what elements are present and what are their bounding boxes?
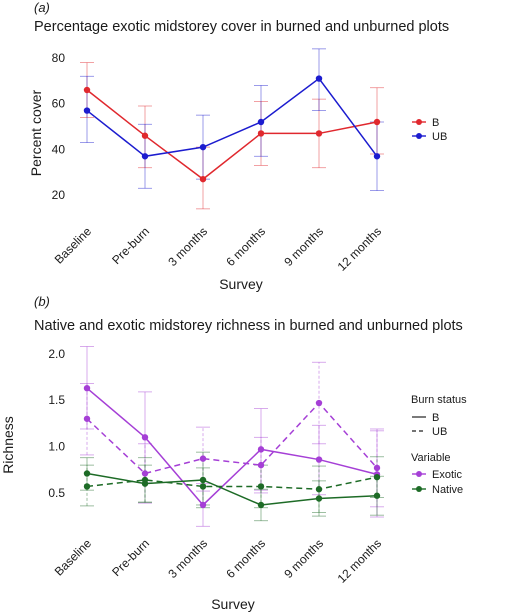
data-point [373, 492, 381, 499]
x-tick-label: 12 months [335, 224, 385, 274]
data-point [373, 153, 381, 160]
x-tick-label: 6 months [223, 224, 268, 269]
data-point [199, 501, 207, 509]
data-point [257, 483, 265, 490]
data-point [141, 132, 149, 139]
data-point [373, 464, 381, 472]
data-point [199, 476, 207, 484]
data-point [257, 130, 265, 137]
data-point [257, 501, 265, 509]
data-point [257, 461, 265, 469]
legend-burn-status-title: Burn status [411, 394, 467, 406]
x-tick-label: 3 months [165, 224, 210, 269]
legend-native-label: Native [432, 484, 463, 496]
y-tick-label: 60 [52, 97, 66, 111]
panel-a-label: (a) [34, 0, 50, 15]
x-tick-label: 9 months [281, 536, 326, 581]
legend-b-linetype-label: B [432, 412, 439, 424]
data-point [315, 130, 323, 137]
legend-b-label: B [432, 117, 439, 129]
panel-b-legend: Burn status B UB Variable Exotic Native [411, 394, 467, 496]
legend-variable-title: Variable [411, 452, 451, 464]
legend-b-marker [416, 119, 422, 125]
y-tick-label: 0.5 [48, 486, 65, 500]
data-point [141, 153, 149, 160]
panel-b-label: (b) [34, 294, 50, 309]
data-point [199, 455, 207, 462]
legend-exotic-label: Exotic [432, 469, 462, 481]
panel-b-x-axis-label: Survey [211, 596, 255, 612]
data-point [257, 118, 265, 126]
legend-native-marker [416, 486, 422, 492]
data-point [83, 415, 91, 422]
data-point [141, 434, 149, 441]
data-point [315, 75, 323, 82]
data-point [315, 486, 323, 493]
data-point [315, 399, 323, 407]
data-point [315, 456, 323, 463]
panel-a-y-axis-label: Percent cover [28, 89, 44, 176]
y-tick-label: 20 [52, 188, 66, 202]
series-line [86, 476, 378, 490]
panel-b-plot-area: 0.5 1.0 1.5 2.0 Baseline Pre-burn 3 months 6 mo… [48, 346, 385, 586]
panel-a-x-axis-label: Survey [219, 276, 263, 292]
panel-b-y-axis-label: Richness [0, 416, 16, 474]
x-tick-label: Baseline [52, 224, 95, 267]
x-tick-label: Pre-burn [109, 536, 152, 579]
y-tick-label: 80 [52, 51, 66, 65]
x-tick-label: 12 months [335, 536, 385, 586]
panel-b-title: Native and exotic midstorey richness in … [34, 318, 463, 334]
x-tick-label: 9 months [281, 224, 326, 269]
panel-a: (a) Percentage exotic midstorey cover in… [28, 0, 449, 292]
legend-ub-marker [416, 133, 422, 139]
x-tick-label: Pre-burn [109, 224, 152, 267]
data-point [199, 143, 207, 151]
panel-a-title: Percentage exotic midstorey cover in bur… [34, 19, 449, 35]
panel-b: (b) Native and exotic midstorey richness… [0, 294, 467, 612]
legend-ub-label: UB [432, 131, 447, 143]
panel-a-legend: B UB [412, 117, 447, 143]
x-tick-label: 6 months [223, 536, 268, 581]
legend-ub-linetype-label: UB [432, 426, 447, 438]
y-tick-label: 1.0 [48, 440, 65, 454]
data-point [199, 483, 207, 490]
data-point [83, 384, 91, 392]
data-point [141, 476, 149, 484]
panel-a-plot-area: 20 40 60 80 Baseline Pre-burn 3 months 6 months… [52, 48, 385, 274]
legend-exotic-marker [416, 471, 422, 477]
series-line [86, 387, 378, 507]
y-tick-label: 40 [52, 142, 66, 156]
y-tick-label: 1.5 [48, 393, 65, 407]
data-point [83, 86, 91, 94]
data-point [141, 470, 149, 477]
x-tick-label: 3 months [165, 536, 210, 581]
data-point [83, 483, 91, 490]
data-point [83, 107, 91, 114]
x-tick-label: Baseline [52, 536, 95, 579]
series-line [86, 472, 378, 506]
data-point [83, 470, 91, 477]
data-point [257, 446, 265, 453]
data-point [315, 495, 323, 502]
series-line [86, 77, 378, 158]
series-line [86, 89, 378, 181]
data-point [373, 473, 381, 481]
y-tick-label: 2.0 [48, 347, 65, 361]
data-point [373, 118, 381, 126]
data-point [199, 175, 207, 183]
